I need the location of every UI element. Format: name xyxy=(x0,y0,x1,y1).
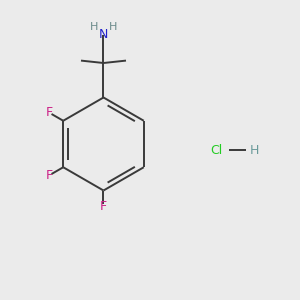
Text: N: N xyxy=(99,28,108,41)
Text: F: F xyxy=(100,200,107,214)
Text: H: H xyxy=(249,143,259,157)
Text: H: H xyxy=(109,22,118,32)
Text: H: H xyxy=(89,22,98,32)
Text: F: F xyxy=(45,106,52,119)
Text: F: F xyxy=(45,169,52,182)
Text: Cl: Cl xyxy=(210,143,222,157)
